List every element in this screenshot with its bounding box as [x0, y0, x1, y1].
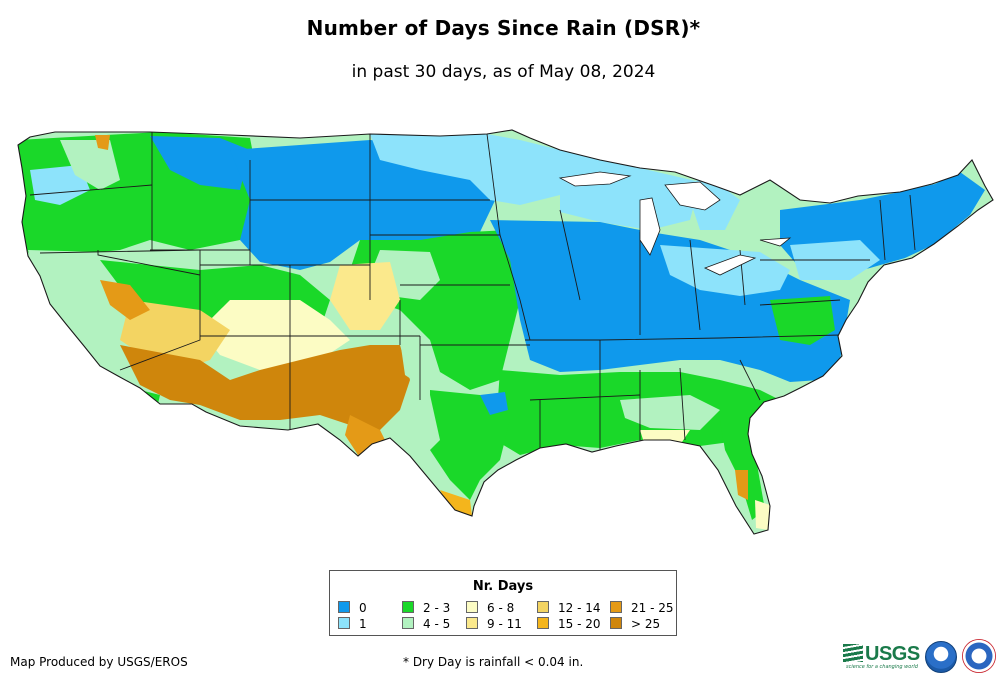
legend-item: > 25: [610, 617, 660, 631]
map-subtitle: in past 30 days, as of May 08, 2024: [351, 62, 656, 82]
footnote-text: * Dry Day is rainfall < 0.04 in.: [403, 655, 584, 669]
legend-label: 12 - 14: [558, 601, 601, 615]
great-lakes: [558, 171, 792, 276]
legend-item: 15 - 20: [537, 617, 601, 631]
noaa-logo-icon: [925, 641, 957, 673]
legend-swatch: [338, 617, 350, 629]
legend-swatch: [610, 617, 622, 629]
legend-item: 12 - 14: [537, 601, 601, 615]
legend-label: 1: [359, 617, 367, 631]
legend-item: 21 - 25: [610, 601, 674, 615]
legend-swatch: [610, 601, 622, 613]
legend-title: Nr. Days: [472, 579, 534, 594]
legend-item: 6 - 8: [466, 601, 514, 615]
legend-item: 0: [338, 601, 367, 615]
legend-swatch: [338, 601, 350, 613]
legend-item: 9 - 11: [466, 617, 522, 631]
legend-swatch: [537, 617, 549, 629]
state-borders: [29, 132, 916, 450]
credit-text: Map Produced by USGS/EROS: [10, 655, 188, 669]
legend: Nr. Days 0 1 2 - 3 4 - 5 6 - 8 9 - 11 12 - 14 1…: [329, 570, 677, 636]
usgs-logo-icon: USGS: [843, 643, 920, 666]
legend-swatch: [402, 617, 414, 629]
legend-swatch: [466, 617, 478, 629]
legend-label: 9 - 11: [487, 617, 522, 631]
legend-label: 0: [359, 601, 367, 615]
legend-label: 6 - 8: [487, 601, 515, 615]
legend-label: > 25: [631, 617, 661, 631]
usgs-tagline: science for a changing world: [846, 664, 918, 670]
legend-swatch: [402, 601, 414, 613]
legend-swatch: [537, 601, 549, 613]
map-title: Number of Days Since Rain (DSR)*: [306, 16, 701, 40]
legend-label: 2 - 3: [423, 601, 451, 615]
legend-label: 21 - 25: [631, 601, 674, 615]
us-dsr-map: [17, 129, 994, 535]
dsr-shading: [18, 130, 993, 534]
usgs-logo-text: USGS: [865, 643, 920, 665]
legend-item: 2 - 3: [402, 601, 450, 615]
nws-logo-icon: [962, 639, 996, 673]
legend-swatch: [466, 601, 478, 613]
legend-item: 4 - 5: [402, 617, 450, 631]
legend-label: 4 - 5: [423, 617, 451, 631]
legend-item: 1: [338, 617, 367, 631]
legend-label: 15 - 20: [558, 617, 601, 631]
